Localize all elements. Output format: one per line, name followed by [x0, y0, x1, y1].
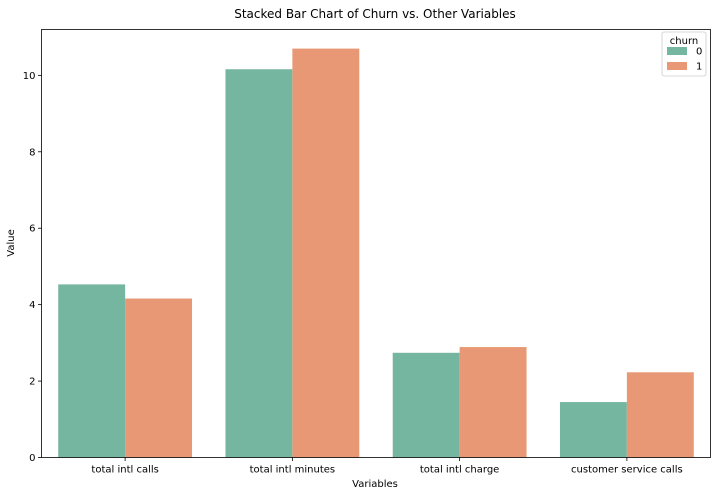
- legend-label-0: 0: [696, 47, 702, 58]
- x-tick-label: total intl calls: [91, 465, 158, 476]
- x-tick-label: total intl charge: [420, 465, 499, 476]
- chart-title: Stacked Bar Chart of Churn vs. Other Var…: [234, 7, 516, 21]
- legend-title: churn: [670, 36, 698, 47]
- bar-total-intl-minutes-churn-1: [292, 48, 360, 458]
- plot-frame: [41, 29, 711, 458]
- bar-total-intl-calls-churn-0: [58, 284, 126, 458]
- x-axis: total intl calls total intl minutes total …: [91, 457, 683, 476]
- x-axis-label: Variables: [352, 479, 398, 490]
- y-tick-label: 8: [29, 147, 35, 158]
- legend-label-1: 1: [696, 62, 702, 73]
- bar-total-intl-charge-churn-0: [392, 352, 460, 458]
- bar-customer-service-calls-churn-1: [626, 372, 694, 458]
- bars-group: [58, 48, 694, 458]
- x-tick-label: customer service calls: [571, 465, 683, 476]
- legend-swatch-1: [667, 62, 687, 70]
- y-tick-label: 6: [29, 224, 35, 235]
- bar-total-intl-minutes-churn-0: [225, 69, 293, 458]
- y-tick-label: 10: [23, 71, 36, 82]
- bar-total-intl-charge-churn-1: [459, 347, 527, 458]
- legend: churn 0 1: [661, 31, 707, 77]
- y-axis: 0 2 4 6 8 10: [23, 71, 42, 464]
- x-tick-label: total intl minutes: [250, 465, 336, 476]
- bar-customer-service-calls-churn-0: [559, 402, 627, 458]
- y-tick-label: 4: [29, 300, 35, 311]
- y-axis-label: Value: [6, 229, 17, 256]
- legend-swatch-0: [667, 47, 687, 55]
- y-tick-label: 2: [29, 377, 35, 388]
- bar-total-intl-calls-churn-1: [125, 298, 193, 458]
- y-tick-label: 0: [29, 453, 35, 464]
